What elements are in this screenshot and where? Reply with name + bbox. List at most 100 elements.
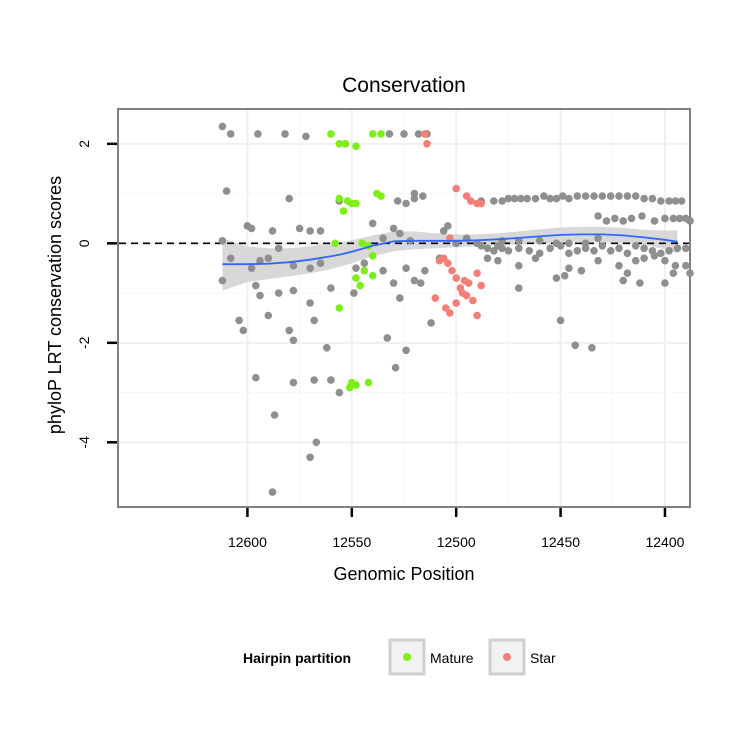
point-other xyxy=(427,319,435,327)
point-other xyxy=(577,266,586,275)
point-mature xyxy=(345,383,354,392)
point-other xyxy=(669,269,678,278)
point-other xyxy=(274,244,283,253)
point-mature xyxy=(335,304,344,312)
point-other xyxy=(627,214,636,223)
point-other xyxy=(598,242,607,250)
smooth-line-layer xyxy=(222,233,678,266)
point-other xyxy=(648,194,657,203)
point-other xyxy=(239,326,248,335)
point-other xyxy=(327,376,335,384)
point-other xyxy=(665,197,673,205)
y-axis: -4 -2 0 2 xyxy=(76,140,117,449)
point-mature xyxy=(352,142,360,151)
point-star xyxy=(423,140,431,148)
point-other xyxy=(623,269,632,278)
point-other xyxy=(218,237,227,245)
point-star xyxy=(442,304,450,312)
point-other xyxy=(594,234,602,243)
point-other xyxy=(640,254,648,263)
point-other xyxy=(657,249,665,258)
point-mature xyxy=(327,130,335,138)
point-mature xyxy=(358,239,367,248)
point-other xyxy=(316,227,325,235)
point-other xyxy=(396,229,404,238)
point-other xyxy=(565,194,573,203)
point-other xyxy=(665,247,673,255)
point-other xyxy=(285,326,294,335)
point-mature xyxy=(335,194,344,203)
point-other xyxy=(571,341,579,350)
point-mature xyxy=(368,271,377,280)
point-other xyxy=(270,411,279,419)
point-other xyxy=(268,227,277,235)
point-other xyxy=(650,252,659,260)
point-other xyxy=(631,256,640,265)
point-other xyxy=(638,212,646,220)
point-other xyxy=(661,256,669,265)
point-other xyxy=(504,194,513,203)
point-other xyxy=(671,197,680,205)
point-other xyxy=(393,197,402,205)
point-other xyxy=(517,194,525,203)
point-other xyxy=(226,130,235,138)
point-other xyxy=(640,194,648,203)
y-tick-label: 0 xyxy=(76,239,92,247)
point-mature xyxy=(331,239,339,248)
point-other xyxy=(657,197,665,205)
legend: Hairpin partition Mature Star xyxy=(243,638,556,676)
point-other xyxy=(439,227,448,235)
point-other xyxy=(306,264,314,273)
x-axis: 12600 12550 12500 12450 12400 xyxy=(228,508,685,550)
point-mature xyxy=(352,274,360,282)
point-other xyxy=(498,197,506,205)
point-other xyxy=(312,438,321,447)
point-other xyxy=(565,264,573,273)
legend-title: Hairpin partition xyxy=(243,650,351,666)
point-other xyxy=(494,242,502,250)
point-other xyxy=(560,271,569,280)
point-other xyxy=(594,212,602,220)
point-other xyxy=(385,130,394,138)
point-other xyxy=(546,244,554,253)
point-other xyxy=(602,217,611,225)
point-mature xyxy=(356,281,365,290)
y-tick-label: -2 xyxy=(76,336,92,349)
point-star xyxy=(473,311,481,320)
point-star xyxy=(435,256,444,265)
point-other xyxy=(414,130,423,138)
point-mature xyxy=(377,130,385,138)
point-other xyxy=(552,274,561,282)
point-other xyxy=(256,291,264,300)
point-other xyxy=(316,259,325,268)
point-other xyxy=(247,224,256,233)
point-other xyxy=(590,192,598,200)
legend-label-mature: Mature xyxy=(430,650,474,666)
point-other xyxy=(483,254,492,263)
point-other xyxy=(606,192,615,200)
point-star xyxy=(421,130,429,138)
point-other xyxy=(306,453,314,462)
point-other xyxy=(310,316,319,325)
point-star xyxy=(446,309,454,317)
smooth-line xyxy=(222,233,678,266)
point-mature xyxy=(360,266,369,275)
point-other xyxy=(222,187,231,195)
point-other xyxy=(636,279,644,287)
point-other xyxy=(661,279,669,287)
point-other xyxy=(675,214,684,223)
point-other xyxy=(535,237,544,245)
point-other xyxy=(410,276,419,285)
point-mature xyxy=(335,140,344,148)
point-other xyxy=(289,336,298,345)
point-other xyxy=(640,244,648,253)
point-other xyxy=(556,316,565,325)
point-other xyxy=(310,376,319,384)
point-other xyxy=(611,214,619,223)
chart-title: Conservation xyxy=(342,74,466,97)
point-other xyxy=(252,373,260,382)
point-other xyxy=(515,284,523,292)
point-other xyxy=(523,194,531,203)
point-mature xyxy=(352,381,360,389)
